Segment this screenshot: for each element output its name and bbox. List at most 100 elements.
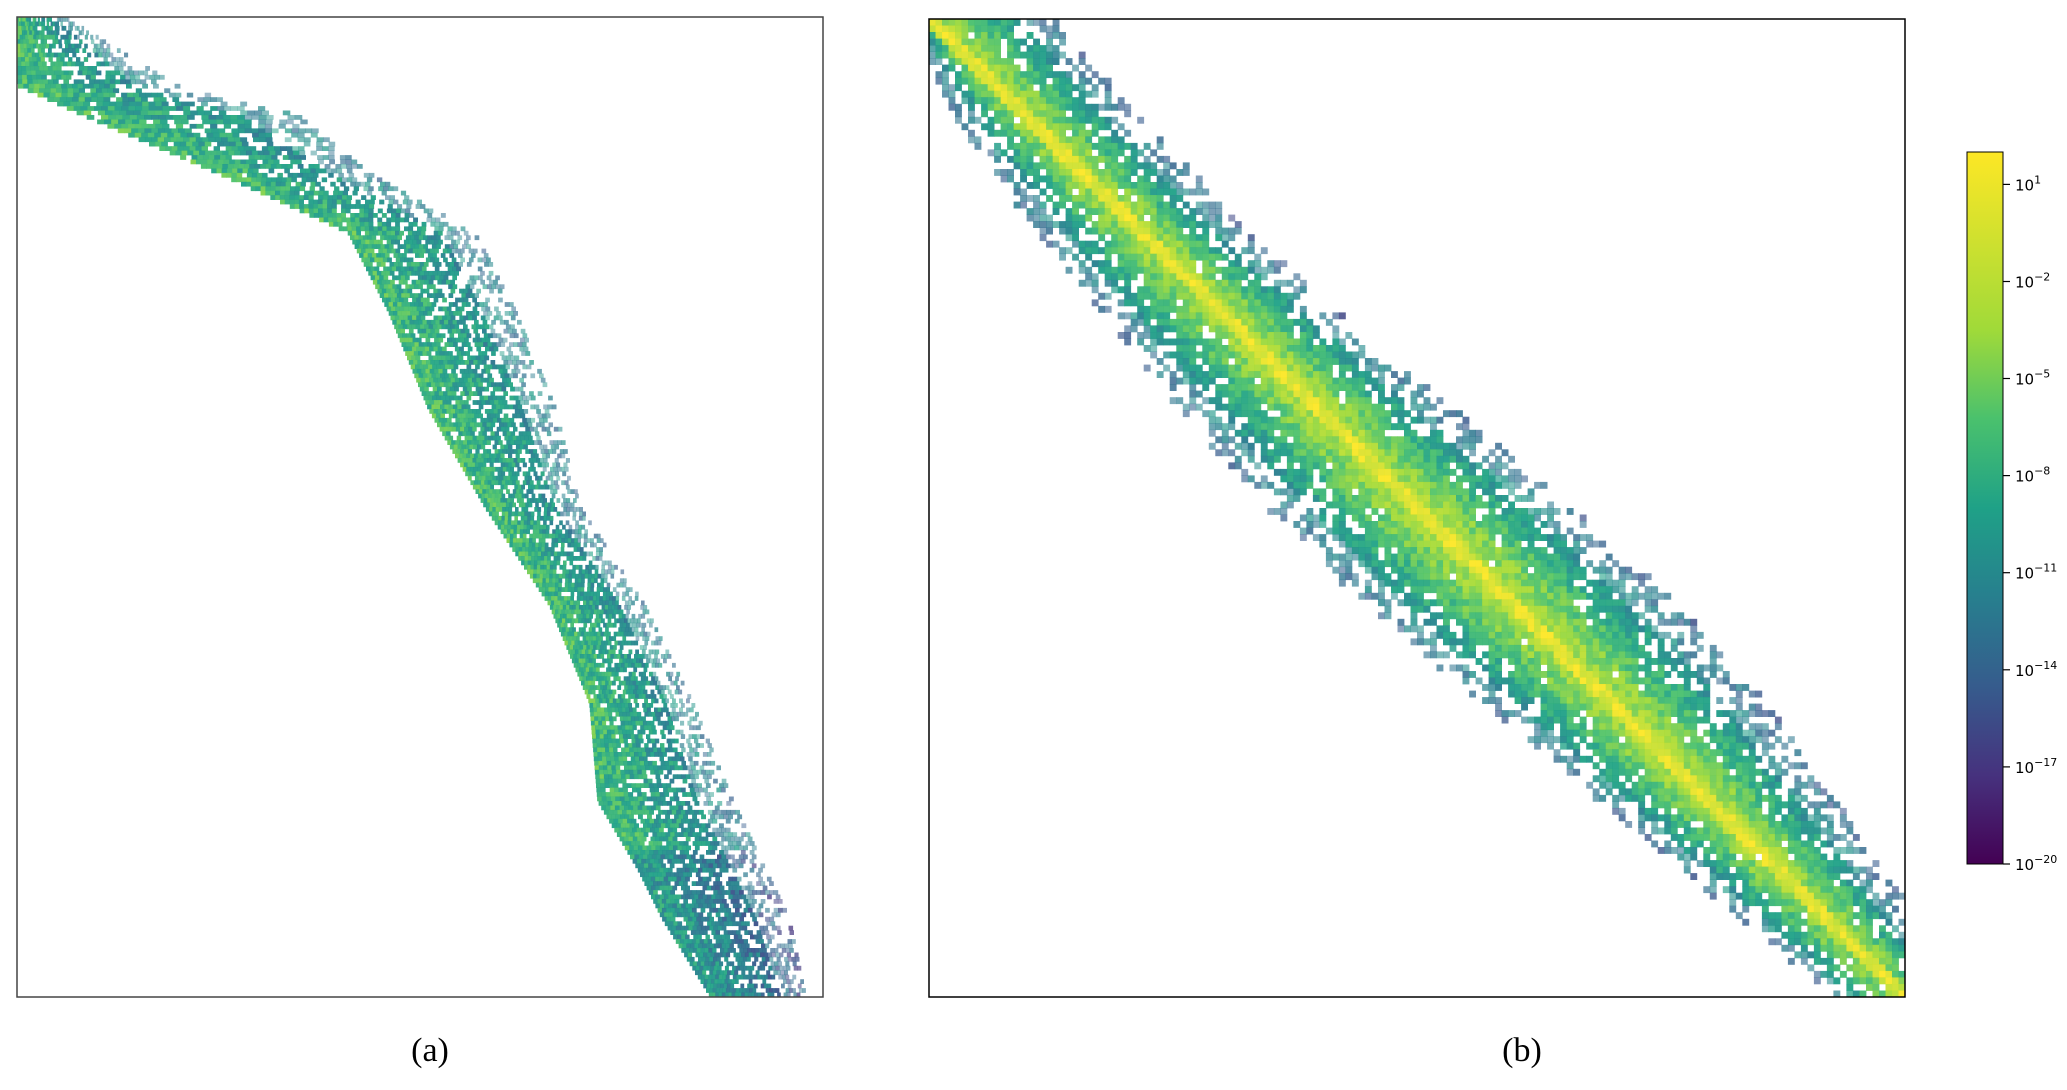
matrix-cell (529, 449, 534, 454)
matrix-cell (654, 769, 659, 775)
matrix-cell (706, 988, 710, 993)
matrix-cell (742, 988, 747, 993)
matrix-cell (929, 58, 936, 65)
matrix-cell (663, 658, 667, 664)
matrix-cell (747, 983, 751, 989)
matrix-cell (385, 279, 391, 285)
matrix-cell (503, 422, 508, 428)
matrix-cell (571, 640, 575, 646)
matrix-cell (600, 707, 605, 713)
matrix-cell (489, 346, 494, 352)
matrix-cell (656, 796, 662, 802)
matrix-cell (670, 703, 675, 708)
matrix-cell (292, 172, 299, 178)
matrix-cell (615, 600, 619, 606)
matrix-cell (544, 591, 549, 597)
matrix-cell (614, 707, 619, 713)
matrix-cell (630, 752, 635, 757)
matrix-cell (461, 382, 466, 388)
matrix-cell (523, 529, 527, 535)
matrix-cell (691, 703, 696, 708)
matrix-cell (507, 328, 513, 334)
matrix-cell (681, 760, 686, 766)
matrix-cell (438, 360, 444, 365)
matrix-cell (251, 159, 258, 165)
matrix-cell (66, 97, 73, 102)
matrix-cell (387, 266, 393, 272)
matrix-cell (499, 351, 505, 356)
matrix-cell (727, 939, 732, 944)
matrix-cell (426, 275, 432, 281)
matrix-cell (491, 480, 496, 486)
matrix-cell (707, 939, 713, 944)
matrix-cell (245, 181, 252, 187)
matrix-cell (486, 449, 492, 454)
matrix-cell (598, 680, 602, 686)
matrix-cell (74, 43, 79, 49)
matrix-cell (527, 422, 533, 428)
panel-a (16, 16, 824, 998)
matrix-cell (677, 912, 682, 918)
matrix-cell (680, 809, 686, 815)
matrix-cell (494, 480, 499, 486)
matrix-cell (265, 137, 273, 143)
matrix-cell (698, 876, 703, 882)
matrix-cell (688, 783, 694, 788)
matrix-cell (18, 83, 24, 89)
matrix-cell (526, 471, 531, 477)
matrix-cell (1033, 38, 1040, 46)
matrix-cell (356, 164, 363, 169)
matrix-cell (308, 195, 314, 200)
matrix-cell (472, 458, 477, 463)
matrix-cell (377, 217, 383, 223)
matrix-cell (664, 845, 670, 851)
matrix-cell (590, 654, 594, 659)
matrix-cell (539, 373, 544, 379)
matrix-cell (447, 328, 453, 334)
matrix-cell (519, 529, 524, 535)
matrix-cell (605, 752, 611, 757)
matrix-cell (595, 734, 601, 739)
matrix-cell (391, 208, 397, 214)
matrix-cell (449, 333, 455, 339)
matrix-cell (623, 578, 627, 584)
matrix-cell (728, 876, 733, 882)
matrix-cell (460, 426, 465, 432)
matrix-cell (541, 502, 546, 508)
matrix-cell (142, 83, 148, 89)
matrix-cell (660, 796, 666, 802)
matrix-cell (401, 342, 407, 347)
matrix-cell (118, 66, 124, 71)
matrix-cell (429, 239, 435, 245)
matrix-cell (538, 475, 543, 481)
matrix-cell (427, 235, 433, 241)
matrix-cell (201, 159, 208, 165)
matrix-cell (377, 221, 383, 227)
matrix-cell (725, 974, 730, 980)
matrix-cell (369, 226, 374, 232)
matrix-cell (683, 890, 688, 895)
matrix-cell (173, 132, 181, 138)
matrix-cell (474, 422, 479, 428)
matrix-cell (730, 890, 736, 895)
matrix-cell (1026, 51, 1034, 59)
matrix-cell (732, 974, 737, 980)
matrix-cell (472, 400, 478, 405)
matrix-cell (148, 101, 156, 107)
matrix-cell (621, 832, 627, 837)
matrix-cell (409, 266, 414, 272)
matrix-cell (766, 970, 771, 976)
matrix-cell (437, 279, 443, 285)
matrix-cell (476, 346, 482, 352)
matrix-cell (458, 333, 463, 339)
matrix-cell (536, 458, 541, 463)
matrix-cell (285, 181, 291, 187)
matrix-cell (586, 613, 590, 619)
matrix-cell (477, 391, 483, 396)
matrix-cell (610, 654, 615, 659)
matrix-cell (403, 306, 409, 312)
matrix-cell (454, 346, 460, 352)
matrix-cell (591, 689, 596, 695)
matrix-cell (35, 52, 40, 58)
matrix-cell (551, 609, 556, 615)
